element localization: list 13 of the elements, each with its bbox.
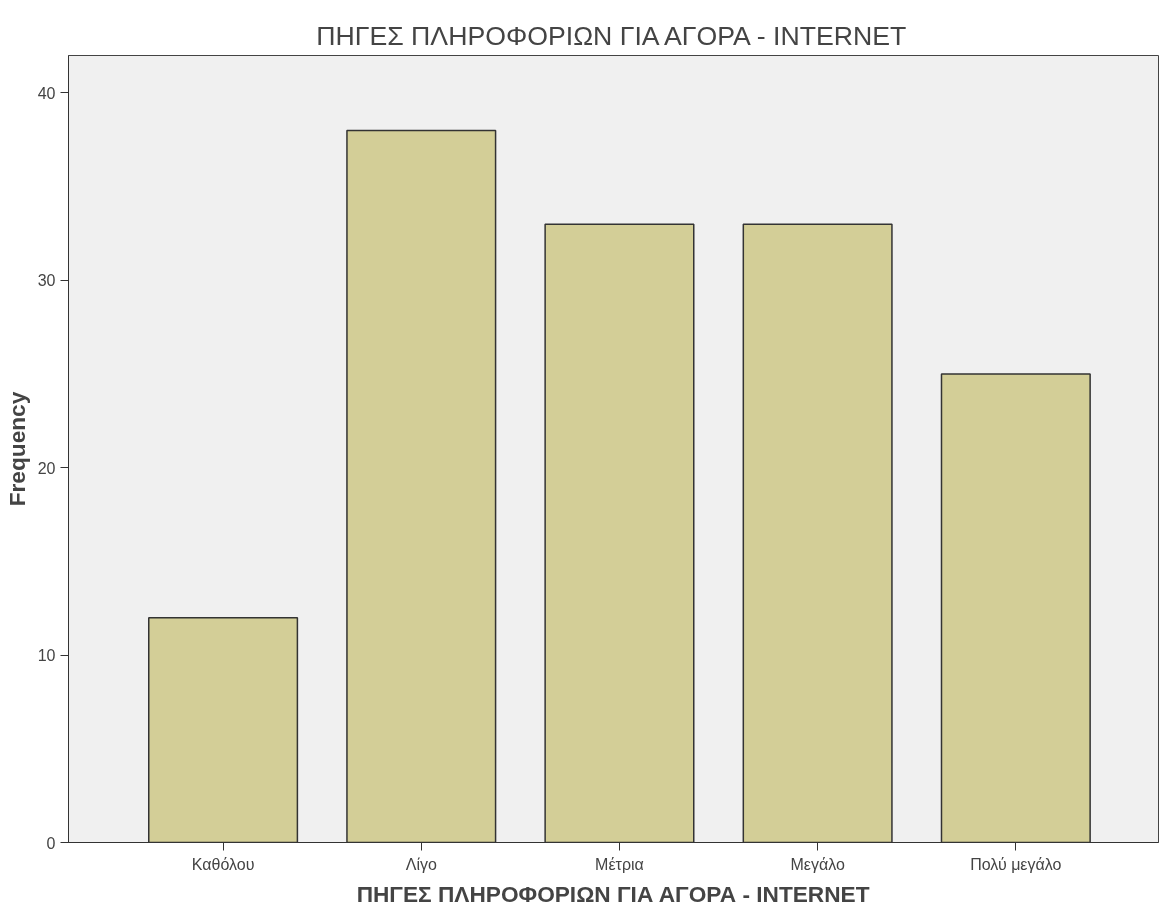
y-tick-label: 30 bbox=[37, 272, 56, 290]
x-axis-title: ΠΗΓΕΣ ΠΛΗΡΟΦΟΡΙΩΝ ΓΙΑ ΑΓΟΡΑ - INTERNET bbox=[356, 880, 870, 907]
y-tick-label: 0 bbox=[46, 834, 56, 852]
x-tick-label: Μέτρια bbox=[595, 855, 644, 873]
x-tick-label: Πολύ μεγάλο bbox=[970, 855, 1062, 873]
y-axis-title: Frequency bbox=[3, 391, 30, 507]
chart-title: ΠΗΓΕΣ ΠΛΗΡΟΦΟΡΙΩΝ ΓΙΑ ΑΓΟΡΑ - INTERNET bbox=[316, 20, 907, 51]
x-tick-label: Μεγάλο bbox=[790, 855, 845, 873]
x-tick-label: Λίγο bbox=[405, 855, 437, 873]
y-tick-label: 10 bbox=[37, 647, 56, 665]
y-tick-label: 20 bbox=[37, 459, 56, 477]
x-tick-label: Καθόλου bbox=[191, 855, 255, 873]
y-tick-label: 40 bbox=[37, 84, 56, 102]
